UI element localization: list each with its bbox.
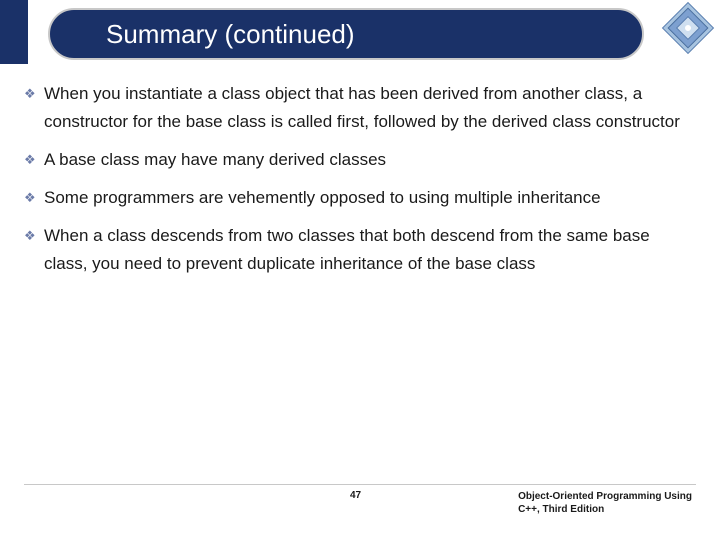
bullet-text: When a class descends from two classes t… [44, 222, 696, 278]
diamond-bullet-icon: ❖ [24, 184, 44, 212]
bullet-text: A base class may have many derived class… [44, 146, 696, 174]
title-bar: Summary (continued) [48, 8, 644, 60]
bullet-text: When you instantiate a class object that… [44, 80, 696, 136]
content-area: ❖ When you instantiate a class object th… [24, 80, 696, 288]
footer-credit: Object-Oriented Programming Using C++, T… [518, 490, 692, 516]
diamond-bullet-icon: ❖ [24, 80, 44, 136]
list-item: ❖ A base class may have many derived cla… [24, 146, 696, 174]
slide-title: Summary (continued) [106, 19, 355, 50]
list-item: ❖ Some programmers are vehemently oppose… [24, 184, 696, 212]
logo-icon [656, 0, 720, 64]
footer-line-2: C++, Third Edition [518, 504, 604, 515]
footer-divider [24, 484, 696, 485]
diamond-bullet-icon: ❖ [24, 222, 44, 278]
page-number: 47 [350, 490, 361, 501]
diamond-bullet-icon: ❖ [24, 146, 44, 174]
bullet-text: Some programmers are vehemently opposed … [44, 184, 696, 212]
list-item: ❖ When a class descends from two classes… [24, 222, 696, 278]
footer-line-1: Object-Oriented Programming Using [518, 491, 692, 502]
left-accent-stripe [0, 0, 28, 64]
list-item: ❖ When you instantiate a class object th… [24, 80, 696, 136]
footer: 47 Object-Oriented Programming Using C++… [0, 484, 720, 524]
